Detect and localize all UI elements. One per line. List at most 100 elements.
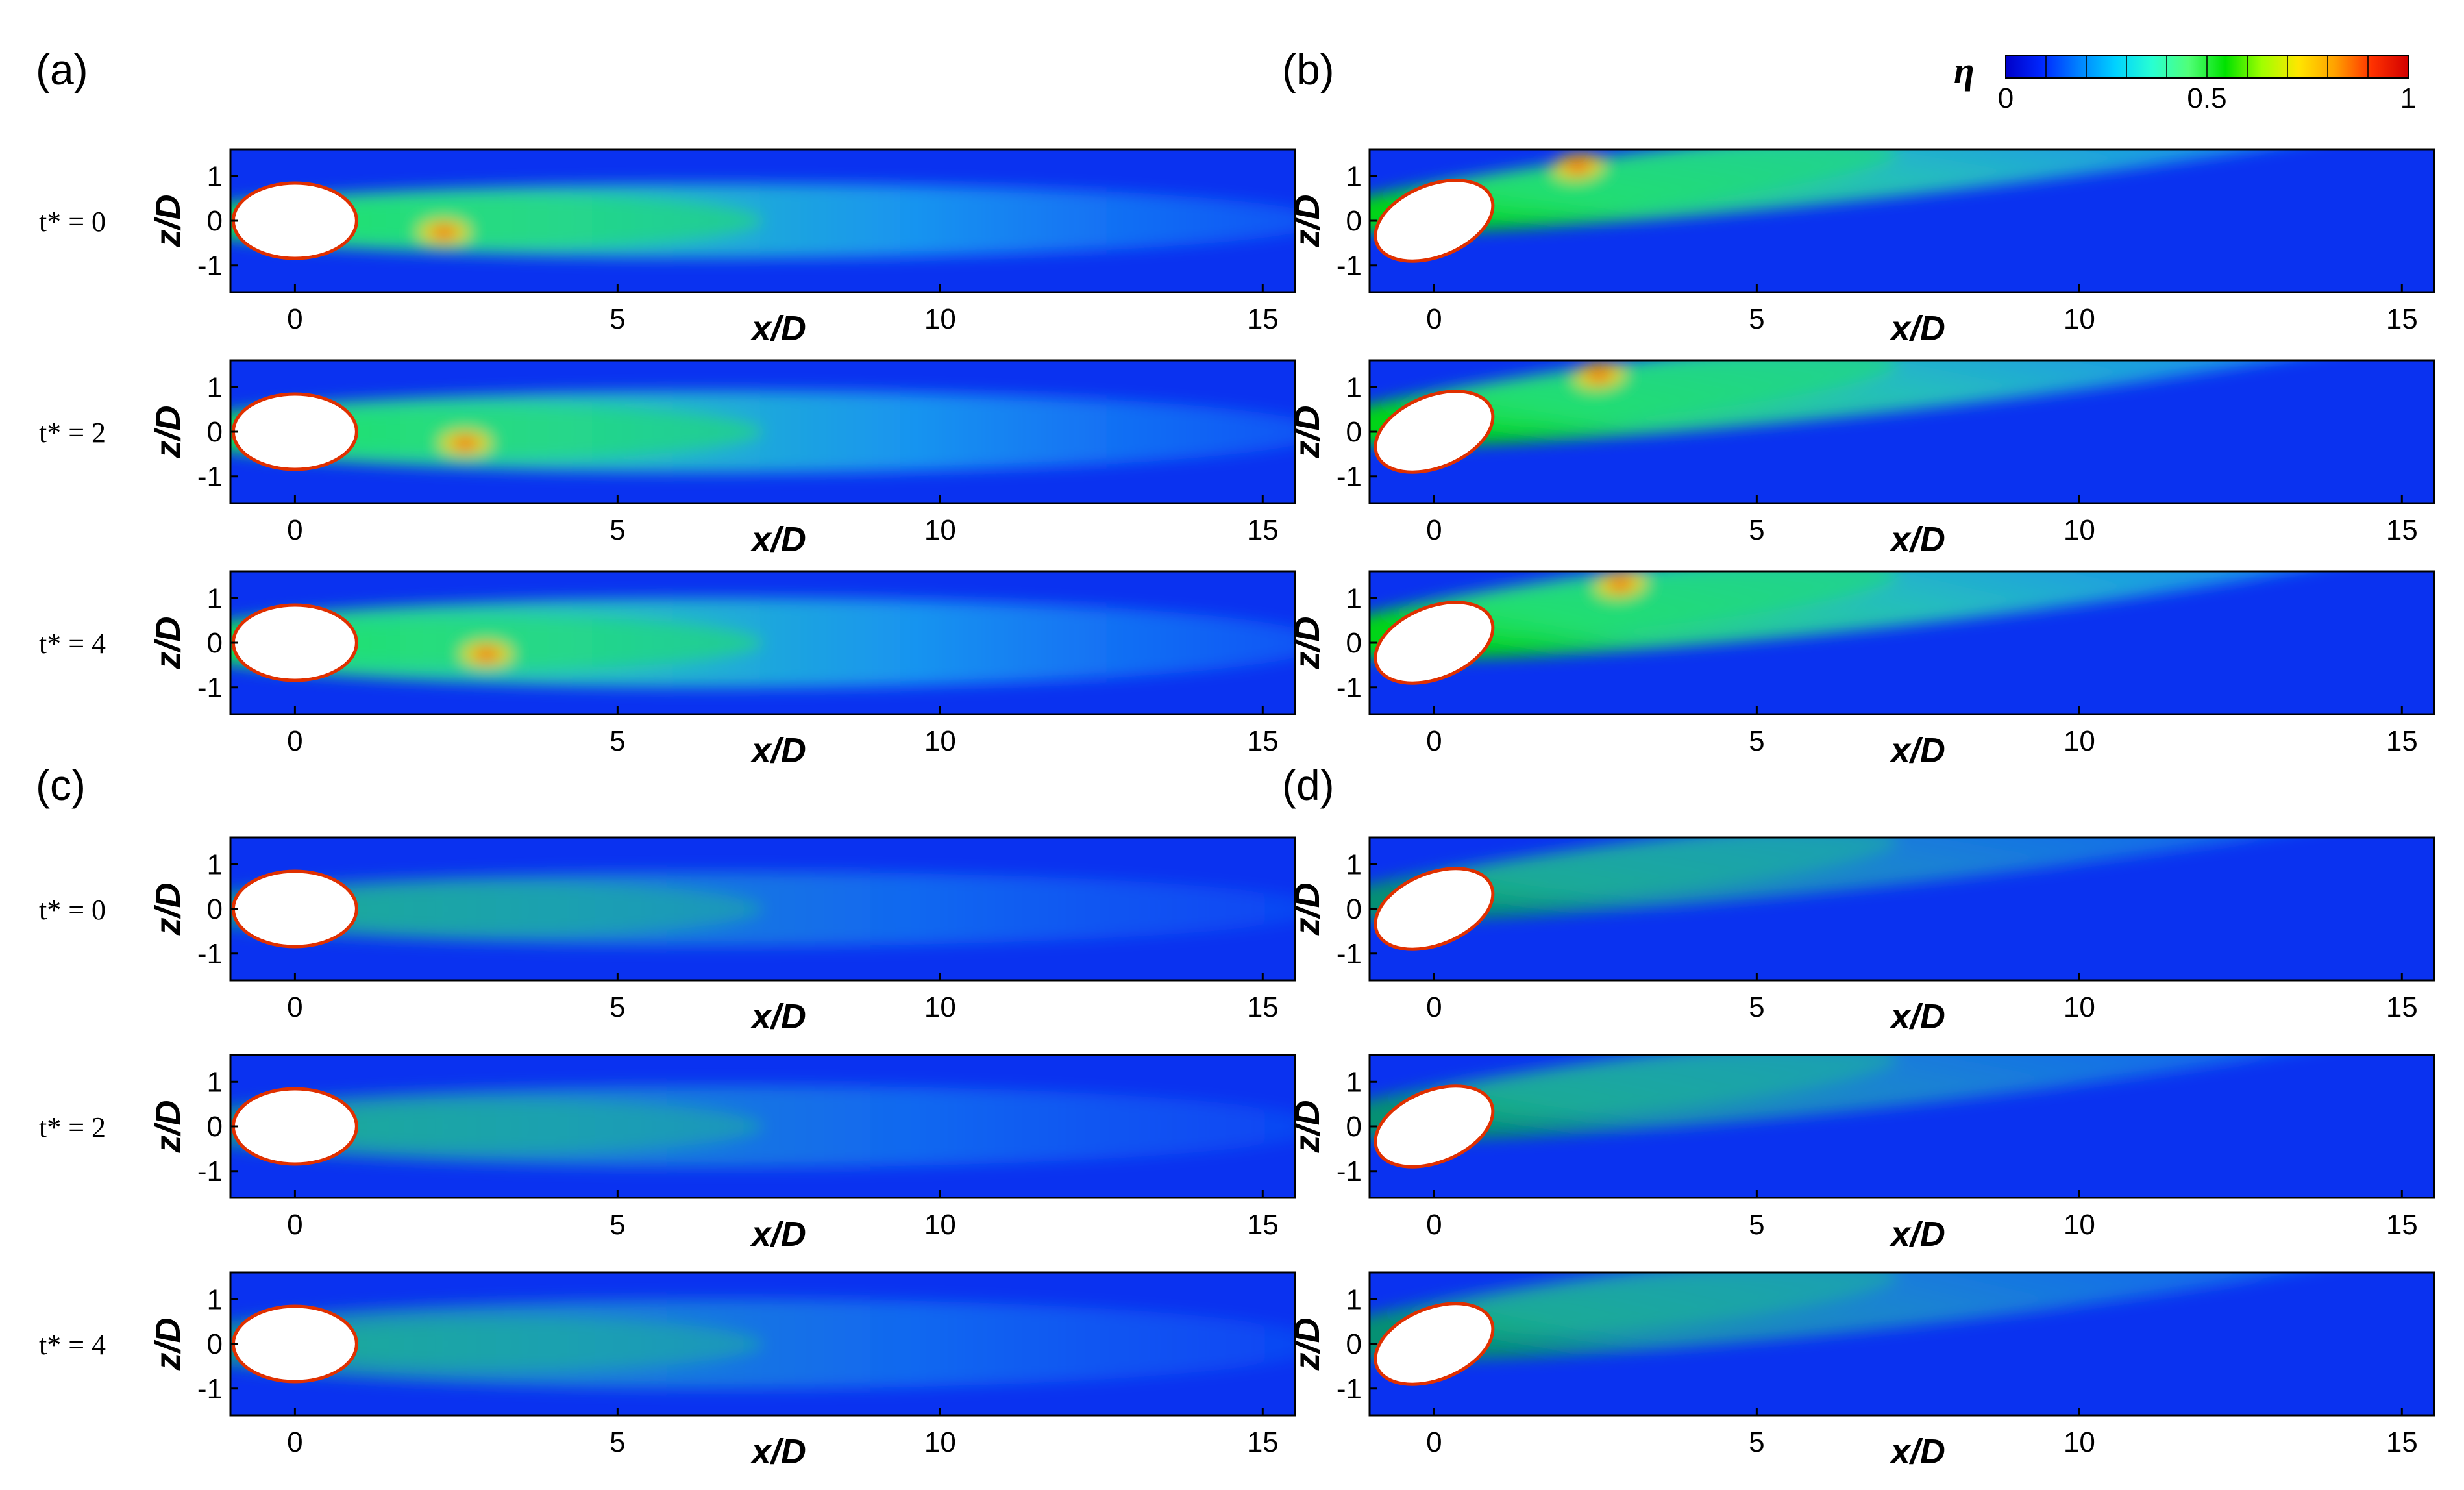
colorbar-tick-0-5: 0.5 [2187, 82, 2226, 114]
wake-core [295, 1100, 763, 1152]
x-tick-label: 15 [1247, 303, 1279, 335]
y-tick-label: -1 [1337, 1373, 1362, 1405]
y-tick-label: 1 [1346, 160, 1362, 192]
y-tick-label: 0 [207, 416, 223, 448]
x-axis-label: x/D [1889, 731, 1945, 770]
y-axis-label: z/D [1288, 406, 1327, 459]
y-tick-label: -1 [197, 250, 223, 282]
colorbar-tick-1: 1 [2400, 82, 2416, 114]
x-tick-label: 0 [1426, 303, 1442, 335]
y-tick-label: -1 [1337, 672, 1362, 704]
y-tick-label: 0 [207, 205, 223, 237]
cylinder-body [1374, 390, 1495, 474]
plot-d-row-0: 10-1z/D0 5 10 15x/D [1288, 836, 2435, 1036]
hot-core [1588, 368, 1612, 382]
y-axis-label: z/D [149, 883, 188, 936]
y-tick-label: -1 [1337, 1156, 1362, 1187]
x-tick-label: 5 [1749, 725, 1764, 757]
x-tick-label: 15 [2386, 725, 2418, 757]
cylinder-body [231, 1087, 358, 1166]
cylinder-body [231, 392, 358, 471]
time-label: t* = 4 [39, 628, 106, 660]
x-axis-label: x/D [750, 520, 806, 559]
y-axis-label: z/D [149, 1318, 188, 1371]
x-tick-label: 5 [610, 1209, 625, 1241]
x-axis-label: x/D [750, 731, 806, 770]
plot-b-row-2: 10-1z/D0 5 10 15x/D [1288, 570, 2435, 770]
cylinder-body [1374, 601, 1495, 685]
plot-a-row-1: 10-1z/D0 5 10 15x/Dt* = 2 [39, 359, 1296, 559]
cylinder-body [1374, 867, 1495, 951]
x-tick-label: 0 [287, 991, 302, 1023]
y-tick-label: -1 [1337, 938, 1362, 970]
x-tick-label: 15 [2386, 303, 2418, 335]
plot-b-row-0: 10-1z/D0 5 10 15x/D [1288, 148, 2435, 348]
panel-label-d: (d) [1282, 761, 1335, 809]
x-axis-label: x/D [750, 997, 806, 1036]
y-tick-label: 1 [207, 849, 223, 880]
colorbar: η 0 0.5 1 [1954, 49, 2416, 114]
cylinder-body [231, 1304, 358, 1384]
y-tick-label: 0 [207, 1111, 223, 1143]
y-tick-label: 1 [1346, 1066, 1362, 1098]
y-tick-label: 1 [207, 582, 223, 614]
y-tick-label: -1 [197, 938, 223, 970]
x-axis-label: x/D [1889, 520, 1945, 559]
y-tick-label: 1 [1346, 1284, 1362, 1315]
y-tick-label: 0 [1346, 1328, 1362, 1360]
wake-core [1432, 571, 1898, 634]
x-tick-label: 0 [1426, 1426, 1442, 1458]
x-tick-label: 0 [1426, 725, 1442, 757]
wake-core [295, 195, 763, 247]
x-tick-label: 10 [2064, 1209, 2095, 1241]
contour-plots: 10-1z/D0 5 10 15x/Dt* = 010-1z/D0 5 10 15x/Dt*… [39, 148, 2435, 1471]
x-axis-label: x/D [750, 1215, 806, 1254]
x-tick-label: 5 [1749, 1209, 1764, 1241]
panel-label-b: (b) [1282, 45, 1335, 93]
cylinder-body [1374, 179, 1495, 263]
y-axis-label: z/D [1288, 617, 1327, 670]
y-tick-label: 1 [1346, 371, 1362, 403]
y-axis-label: z/D [149, 195, 188, 248]
x-tick-label: 10 [924, 1209, 956, 1241]
x-tick-label: 5 [1749, 1426, 1764, 1458]
x-tick-label: 10 [2064, 1426, 2095, 1458]
x-tick-label: 15 [1247, 991, 1279, 1023]
y-axis-label: z/D [149, 1100, 188, 1154]
y-tick-label: -1 [197, 1373, 223, 1405]
y-tick-label: 1 [207, 1284, 223, 1315]
y-tick-label: -1 [1337, 461, 1362, 493]
time-label: t* = 2 [39, 417, 106, 449]
wake-core [1432, 838, 1898, 900]
x-axis-label: x/D [750, 309, 806, 348]
panel-label-a: (a) [36, 45, 88, 93]
plot-a-row-0: 10-1z/D0 5 10 15x/Dt* = 0 [39, 148, 1296, 348]
x-axis-label: x/D [750, 1432, 806, 1471]
y-tick-label: 1 [1346, 582, 1362, 614]
x-tick-label: 5 [610, 991, 625, 1023]
plot-d-row-2: 10-1z/D0 5 10 15x/D [1288, 1271, 2435, 1471]
cylinder-body [1374, 1302, 1495, 1386]
wake-core [295, 1318, 763, 1370]
y-tick-label: 0 [1346, 1111, 1362, 1143]
hot-core [474, 648, 499, 661]
colorbar-symbol: η [1954, 49, 1975, 92]
time-label: t* = 4 [39, 1329, 106, 1361]
wake-core [1432, 1273, 1898, 1335]
y-tick-label: -1 [197, 1156, 223, 1187]
x-tick-label: 5 [610, 303, 625, 335]
y-tick-label: -1 [1337, 250, 1362, 282]
x-axis-label: x/D [1889, 309, 1945, 348]
x-tick-label: 10 [2064, 991, 2095, 1023]
y-tick-label: -1 [197, 672, 223, 704]
y-tick-label: 0 [1346, 627, 1362, 659]
x-tick-label: 5 [1749, 991, 1764, 1023]
plot-d-row-1: 10-1z/D0 5 10 15x/D [1288, 1054, 2435, 1254]
colorbar-tick-0: 0 [1998, 82, 2014, 114]
y-axis-label: z/D [1288, 1318, 1327, 1371]
hot-core [432, 226, 456, 239]
x-tick-label: 15 [1247, 1426, 1279, 1458]
y-axis-label: z/D [1288, 883, 1327, 936]
cylinder-body [231, 181, 358, 260]
